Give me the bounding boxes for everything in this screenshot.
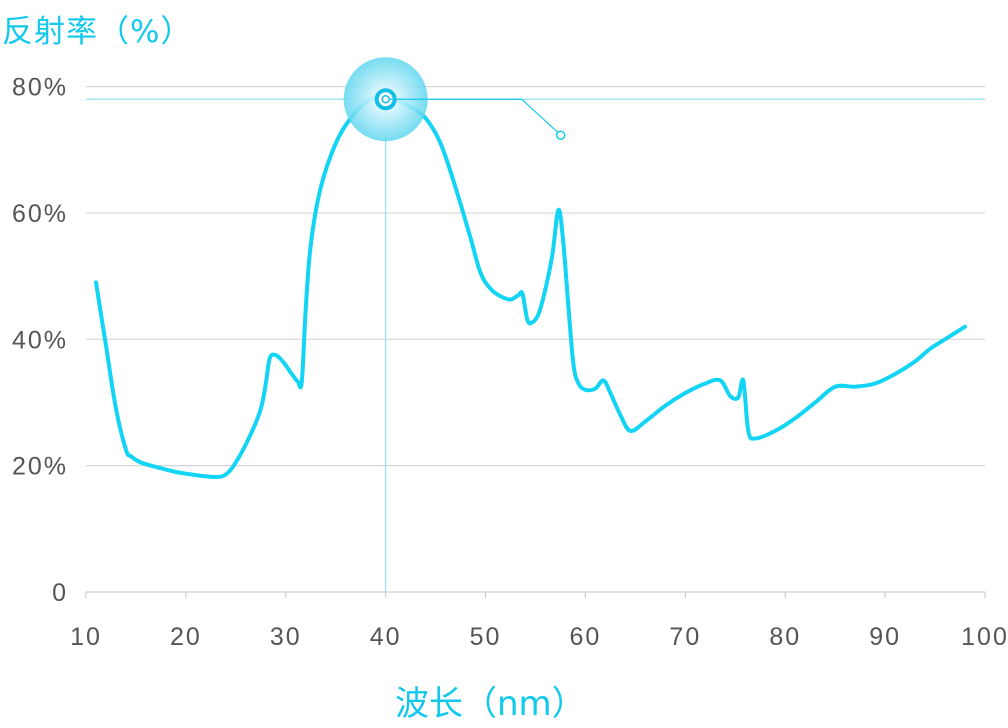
y-tick-label-60: 60% <box>12 200 68 228</box>
x-tick-label-100: 100 <box>961 623 1008 651</box>
y-tick-label-80: 80% <box>12 74 68 102</box>
y-tick-label-40: 40% <box>12 326 68 354</box>
x-tick-label-60: 60 <box>570 623 602 651</box>
x-tick-label-50: 50 <box>470 623 502 651</box>
x-tick-label-10: 10 <box>70 623 102 651</box>
grid-lines <box>86 85 985 467</box>
y-tick-label-0: 0 <box>52 579 68 607</box>
x-axis-title: 波长（nm） <box>395 684 586 724</box>
series-layer <box>94 94 967 480</box>
y-tick-labels: 0 20% 40% 60% 80% <box>12 74 68 607</box>
y-axis-title: 反射率（%） <box>2 14 193 50</box>
highlight-marker <box>343 57 566 142</box>
x-tick-label-90: 90 <box>869 623 901 651</box>
x-tick-label-80: 80 <box>769 623 801 651</box>
x-tick-label-30: 30 <box>270 623 302 651</box>
callout-leader <box>389 98 560 134</box>
x-tick-label-70: 70 <box>669 623 701 651</box>
axes <box>85 591 986 598</box>
callout-end-dot <box>555 130 566 140</box>
x-tick-labels: 10 20 30 40 50 60 70 80 90 100 <box>70 623 1008 651</box>
y-tick-label-20: 20% <box>12 453 68 481</box>
highlight-guides <box>86 98 985 592</box>
x-tick-label-40: 40 <box>370 623 402 651</box>
highlight-point-center <box>381 94 390 104</box>
series-line-0 <box>94 94 967 480</box>
x-tick-label-20: 20 <box>170 623 202 651</box>
